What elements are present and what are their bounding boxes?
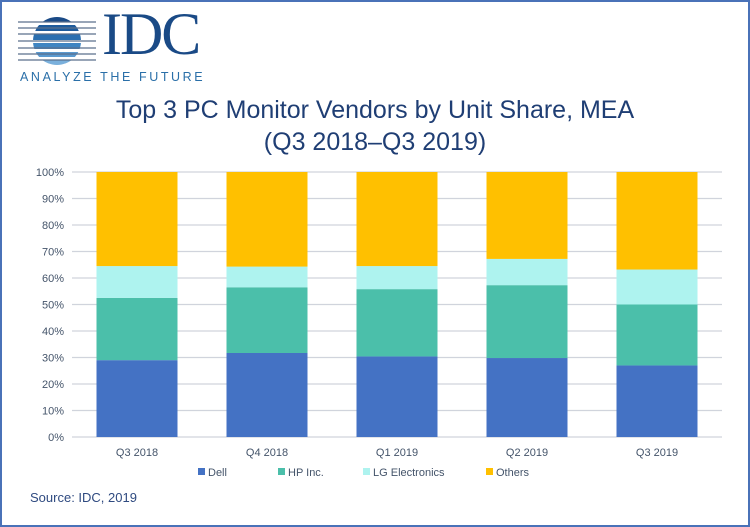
y-tick-label: 20%	[42, 379, 64, 391]
chart-title-line1: Top 3 PC Monitor Vendors by Unit Share, …	[115, 96, 635, 124]
bar-segment-others	[616, 172, 698, 270]
y-tick-label: 0%	[48, 432, 64, 444]
x-tick-label: Q3 2018	[116, 447, 158, 459]
bar-segment-others	[96, 172, 178, 267]
legend-label: HP Inc.	[288, 467, 324, 479]
legend-swatch	[363, 468, 370, 475]
bar-segment-hp-inc-	[616, 304, 698, 366]
y-tick-label: 10%	[42, 406, 64, 418]
bar-segment-hp-inc-	[96, 297, 178, 361]
logo-tagline: ANALYZE THE FUTURE	[20, 70, 206, 84]
idc-logo: IDC ANALYZE THE FUTURE	[16, 4, 216, 84]
bar-segment-dell	[486, 358, 568, 437]
bar-segment-dell	[356, 356, 438, 437]
bar-segment-hp-inc-	[486, 285, 568, 359]
x-tick-label: Q3 2019	[636, 447, 678, 459]
legend-label: LG Electronics	[373, 467, 445, 479]
bar-segment-others	[486, 172, 568, 259]
bar-segment-lg-electronics	[96, 266, 178, 298]
chart-title: Top 3 PC Monitor Vendors by Unit Share, …	[2, 94, 748, 158]
legend-swatch	[486, 468, 493, 475]
y-tick-label: 90%	[42, 194, 64, 206]
y-tick-label: 70%	[42, 247, 64, 259]
bar-segment-others	[356, 172, 438, 267]
bar-segment-hp-inc-	[356, 289, 438, 357]
x-tick-label: Q2 2019	[506, 447, 548, 459]
bar-segment-lg-electronics	[616, 269, 698, 305]
bar-segment-dell	[96, 360, 178, 437]
y-tick-label: 60%	[42, 273, 64, 285]
bar-segment-dell	[616, 365, 698, 437]
y-tick-label: 30%	[42, 353, 64, 365]
x-tick-label: Q4 2018	[246, 447, 288, 459]
bar-segment-hp-inc-	[226, 287, 308, 353]
chart-title-line2: (Q3 2018–Q3 2019)	[263, 128, 487, 156]
legend-swatch	[198, 468, 205, 475]
stacked-bar-chart: 0% 10% 20% 30% 40% 50% 60% 70% 80% 90% 100% Q3 2018…	[36, 167, 722, 479]
idc-wordmark: IDC	[102, 1, 201, 67]
legend-swatch	[278, 468, 285, 475]
y-tick-label: 40%	[42, 326, 64, 338]
y-tick-label: 80%	[42, 220, 64, 232]
legend-label: Others	[496, 467, 530, 479]
y-tick-label: 100%	[36, 167, 64, 179]
bar-segment-dell	[226, 352, 308, 437]
bar-segment-lg-electronics	[356, 266, 438, 290]
legend-label: Dell	[208, 467, 227, 479]
bar-segment-others	[226, 172, 308, 267]
x-tick-label: Q1 2019	[376, 447, 418, 459]
bar-segment-lg-electronics	[226, 266, 308, 288]
bar-segment-lg-electronics	[486, 258, 568, 286]
y-tick-label: 50%	[42, 300, 64, 312]
idc-striped-globe-icon	[18, 17, 96, 65]
source-note: Source: IDC, 2019	[30, 490, 137, 505]
